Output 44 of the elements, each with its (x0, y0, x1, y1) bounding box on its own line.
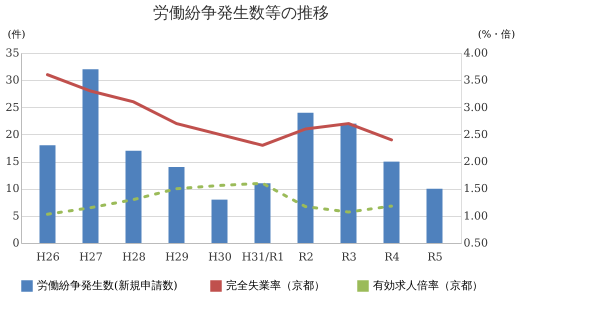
bar (40, 145, 56, 243)
x-tick-label: H26 (36, 250, 60, 264)
y2-tick-label: 2.00 (464, 155, 488, 168)
bar (168, 167, 184, 243)
bar (426, 188, 442, 243)
legend-label: 労働紛争発生数(新規申請数) (37, 279, 178, 292)
legend-label: 完全失業率（京都） (226, 279, 325, 292)
y-axis-title: (件) (8, 30, 26, 40)
x-tick-label: H29 (165, 250, 189, 264)
bar (384, 162, 400, 243)
y2-tick-label: 1.00 (464, 209, 488, 222)
bar (340, 124, 356, 243)
x-tick-label: R4 (384, 250, 400, 264)
y-tick-label: 35 (6, 46, 20, 60)
y2-tick-label: 0.50 (464, 236, 488, 250)
legend-label: 有効求人倍率（京都） (373, 279, 483, 292)
chart-title: 労働紛争発生数等の推移 (153, 3, 329, 22)
x-tick-label: R2 (298, 250, 314, 264)
line-series (46, 73, 393, 147)
x-tick-label: H30 (208, 250, 232, 264)
bar (298, 112, 314, 243)
bar (126, 150, 142, 243)
bar (212, 200, 228, 243)
x-tick-label: H31/R1 (242, 250, 284, 264)
y-tick-label: 20 (6, 128, 20, 141)
y2-tick-label: 1.50 (464, 182, 488, 196)
x-tick-label: H27 (79, 250, 103, 264)
x-tick-label: R3 (341, 250, 357, 264)
x-tick-label: R5 (427, 250, 443, 264)
y-tick-label: 10 (6, 182, 20, 196)
y-tick-label: 25 (6, 100, 20, 114)
y2-tick-label: 4.00 (464, 46, 488, 60)
line-series (46, 182, 393, 216)
y2-tick-label: 3.50 (464, 74, 488, 87)
x-tick-label: H28 (122, 250, 146, 264)
y-tick-label: 15 (6, 155, 20, 168)
y2-axis-title: (%・倍) (478, 28, 516, 40)
y2-tick-label: 3.00 (464, 100, 488, 114)
bar (254, 183, 270, 243)
y-tick-label: 30 (6, 74, 20, 87)
y-tick-label: 5 (12, 209, 20, 222)
y2-tick-label: 2.50 (464, 128, 488, 141)
bar (82, 69, 98, 243)
y-tick-label: 0 (12, 236, 20, 250)
